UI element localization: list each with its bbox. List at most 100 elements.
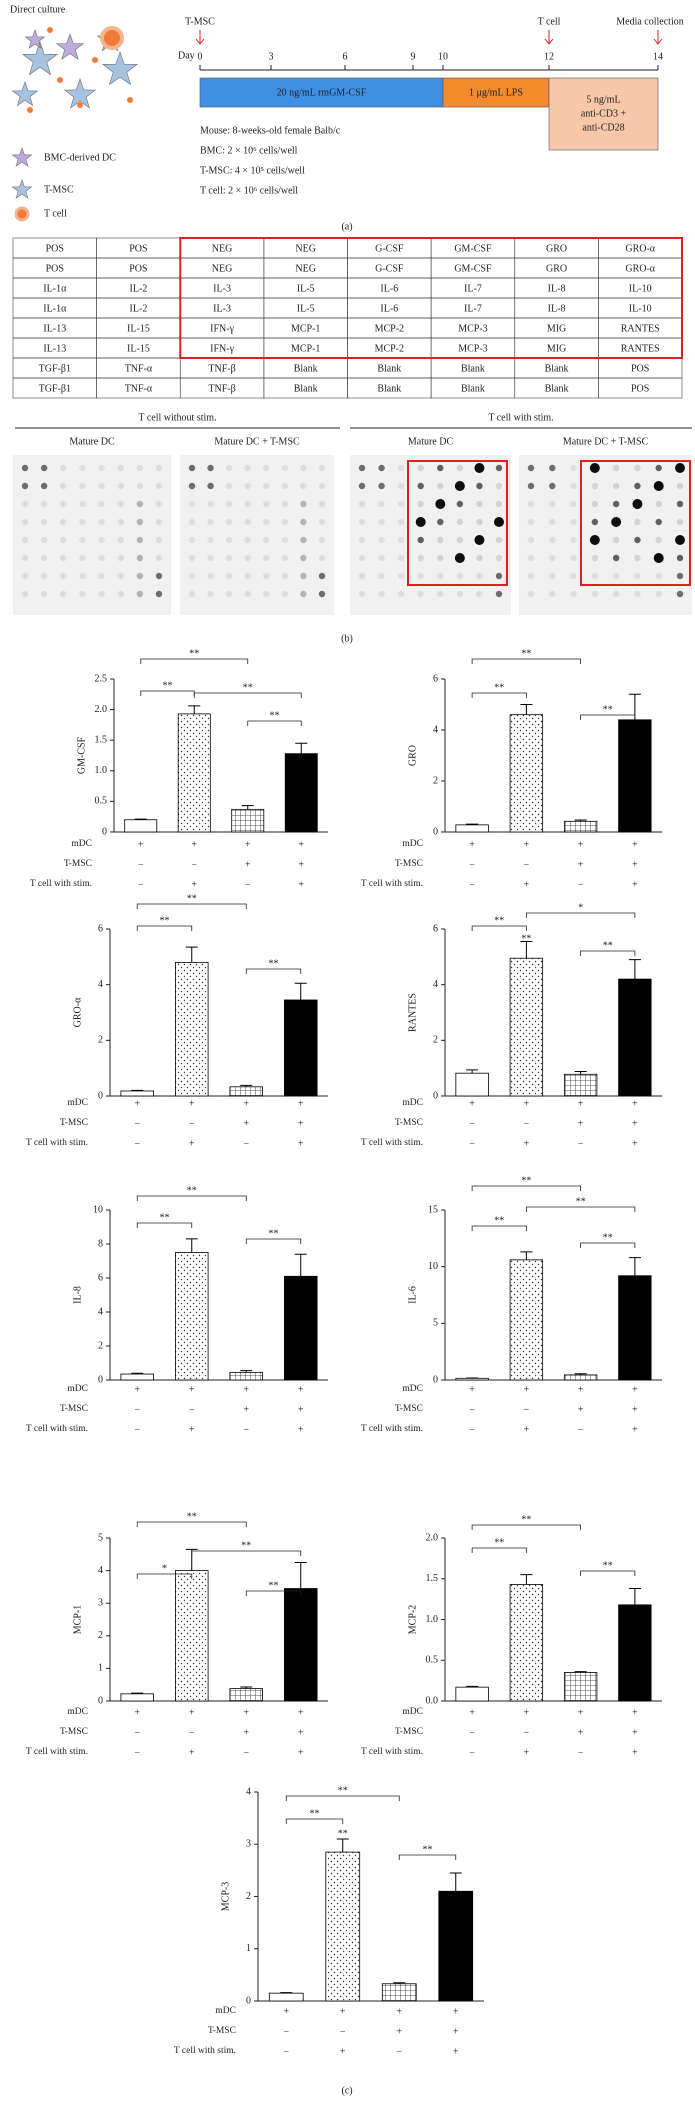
significance-bracket bbox=[471, 692, 527, 698]
y-tick-label: 0 bbox=[433, 1090, 438, 1101]
timeline-marker: T cell bbox=[538, 16, 561, 27]
condition-sign: + bbox=[524, 1424, 530, 1435]
condition-sign: + bbox=[189, 1384, 195, 1395]
condition-sign: − bbox=[134, 1138, 140, 1149]
note: BMC: 2 × 10⁶ cells/well bbox=[200, 145, 298, 156]
significance-bracket bbox=[285, 1818, 344, 1824]
bar bbox=[509, 714, 544, 833]
legend-label: BMC-derived DC bbox=[44, 152, 116, 163]
condition-label-box: T-MSC bbox=[60, 1118, 88, 1128]
bar bbox=[455, 1072, 489, 1097]
blot-spot bbox=[570, 464, 577, 472]
blot-spot bbox=[40, 590, 48, 598]
condition-sign: + bbox=[189, 1747, 195, 1758]
y-tick-label: 4 bbox=[98, 1306, 103, 1317]
blot-spot bbox=[98, 536, 105, 544]
y-tick-label: 15 bbox=[428, 1204, 438, 1215]
condition-sign: − bbox=[469, 1424, 475, 1435]
condition-label: T-MSC bbox=[59, 1727, 88, 1737]
bar bbox=[509, 1259, 544, 1381]
significance-bracket bbox=[245, 1590, 302, 1596]
error-bar bbox=[520, 941, 533, 959]
significance-bracket bbox=[471, 1524, 582, 1530]
blot-spot bbox=[612, 464, 620, 472]
error-bar bbox=[449, 1872, 462, 1892]
bar bbox=[381, 1983, 417, 2002]
error-bar bbox=[134, 818, 147, 820]
blot-spot bbox=[281, 554, 289, 562]
blot-spot bbox=[281, 482, 289, 490]
group-label: T cell without stim. bbox=[138, 412, 216, 423]
table-text: POS bbox=[46, 243, 64, 254]
condition-sign: − bbox=[189, 1404, 195, 1415]
blot-spot bbox=[570, 482, 577, 490]
condition-sign: − bbox=[578, 1138, 584, 1149]
blot-spot bbox=[318, 464, 326, 472]
blot-spot bbox=[655, 518, 662, 526]
condition-label: T-MSC bbox=[207, 2026, 236, 2036]
blot-spot bbox=[570, 500, 577, 508]
blot-spot bbox=[634, 464, 641, 472]
condition-label-box: T-MSC bbox=[60, 1404, 88, 1414]
blot-spot bbox=[136, 518, 144, 526]
y-tick-label: 4 bbox=[98, 1565, 103, 1576]
cell-tmsc bbox=[11, 81, 39, 107]
condition-sign: + bbox=[469, 1098, 475, 1109]
blot-spot bbox=[281, 590, 289, 598]
significance-bracket bbox=[580, 1570, 636, 1576]
y-tick-label: 2 bbox=[98, 1035, 103, 1046]
blot-spot bbox=[281, 572, 289, 580]
condition-sign: + bbox=[243, 1404, 249, 1415]
significance-bracket bbox=[136, 1521, 247, 1527]
table-text: NEG bbox=[212, 243, 233, 254]
blot-spot bbox=[244, 482, 251, 490]
bar bbox=[229, 1086, 263, 1097]
blot-spot bbox=[263, 482, 270, 490]
table-text: GRO-α bbox=[625, 243, 655, 254]
blot-spot bbox=[188, 482, 196, 490]
table-text: IL-15 bbox=[127, 323, 150, 334]
blot-spot bbox=[495, 500, 503, 508]
blot-spot bbox=[300, 572, 307, 580]
condition-label-box: T cell with stim. bbox=[361, 879, 423, 889]
timeline-marker: Media collection bbox=[616, 16, 683, 27]
significance-bracket bbox=[471, 658, 582, 664]
blot-spot bbox=[225, 590, 233, 598]
blot-spot bbox=[79, 554, 86, 562]
blot-spot bbox=[207, 518, 214, 526]
blot-spot bbox=[476, 482, 483, 490]
bar bbox=[325, 1851, 361, 2002]
blot-spot bbox=[244, 572, 251, 580]
blot-spot bbox=[358, 464, 366, 472]
y-tick-label: 2 bbox=[98, 1340, 103, 1351]
condition-sign: − bbox=[134, 1118, 140, 1129]
cell-dc bbox=[24, 29, 46, 49]
legend-label: T-MSC bbox=[44, 184, 74, 195]
blot-spot bbox=[527, 518, 535, 526]
blot-spot bbox=[300, 518, 307, 526]
error-bar bbox=[240, 1686, 253, 1689]
y-tick-label: 2 bbox=[433, 1035, 438, 1046]
y-tick-label: 0 bbox=[98, 1695, 103, 1706]
y-tick-label: 1.5 bbox=[426, 1573, 439, 1584]
y-tick-label: 0.5 bbox=[95, 796, 108, 807]
significance: ** bbox=[338, 1828, 348, 1839]
blot-spot bbox=[225, 482, 233, 490]
blot-spot bbox=[454, 481, 465, 491]
y-tick-label: 2.0 bbox=[426, 1532, 439, 1543]
condition-sign: + bbox=[298, 1138, 304, 1149]
error-bar bbox=[520, 1251, 533, 1260]
blot-spot bbox=[98, 590, 105, 598]
phase-label: 5 ng/mL bbox=[586, 94, 620, 105]
y-axis-title: MCP-2 bbox=[407, 1605, 418, 1634]
table-text: MCP-2 bbox=[375, 323, 404, 334]
blot-spot bbox=[474, 463, 485, 473]
blot-spot bbox=[591, 500, 599, 508]
condition-label: mDC bbox=[402, 839, 423, 849]
significance: ** bbox=[338, 1785, 348, 1796]
y-tick-label: 8 bbox=[98, 1238, 103, 1249]
condition-sign: + bbox=[245, 839, 251, 850]
significance-bracket bbox=[136, 903, 247, 909]
condition-sign: − bbox=[189, 1118, 195, 1129]
table-text: TGF-β1 bbox=[39, 363, 71, 374]
